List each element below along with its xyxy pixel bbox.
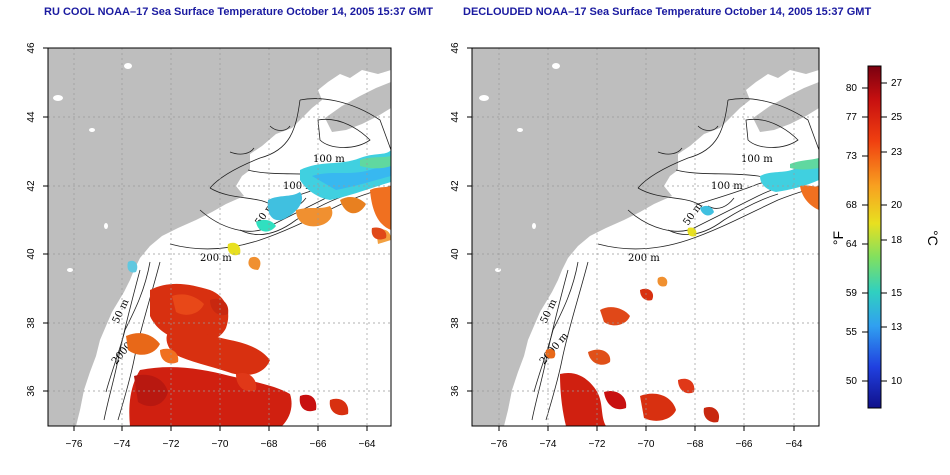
contour-label-200m: 200 m bbox=[628, 253, 660, 264]
colorbar: 80 77 73 68 64 59 55 50 27 25 23 20 18 1… bbox=[830, 65, 941, 409]
colorbar-gradient bbox=[867, 65, 882, 409]
lake bbox=[53, 95, 63, 101]
y-tick-label: 40 bbox=[450, 248, 461, 260]
celsius-tick: 10 bbox=[891, 376, 903, 387]
land-nova-scotia bbox=[325, 82, 391, 132]
x-tick-label: −68 bbox=[687, 439, 704, 450]
celsius-tick: 25 bbox=[891, 112, 903, 123]
x-tick-label: −74 bbox=[114, 439, 131, 450]
grid-lines bbox=[472, 48, 819, 426]
colorbar-ticks bbox=[862, 82, 887, 382]
lake bbox=[104, 223, 108, 229]
x-tick-label: −70 bbox=[638, 439, 655, 450]
map-panel-left: 100 m 100 m 50 m 200 m 50 m 2000 m bbox=[26, 42, 392, 450]
x-tick-label: −64 bbox=[359, 439, 376, 450]
x-tick-label: −72 bbox=[163, 439, 180, 450]
fahrenheit-tick: 64 bbox=[846, 239, 858, 250]
lake bbox=[517, 128, 523, 132]
fahrenheit-unit-label: °F bbox=[830, 231, 846, 245]
x-tick-labels: −76 −74 −72 −70 −68 −66 −64 bbox=[491, 439, 803, 450]
y-tick-label: 42 bbox=[450, 180, 461, 192]
map-panel-right: 100 m 100 m 50 m 200 m 50 m 2000 m bbox=[450, 42, 820, 450]
panel-title-right: DECLOUDED NOAA–17 Sea Surface Temperatur… bbox=[463, 6, 872, 18]
celsius-tick: 23 bbox=[891, 147, 903, 158]
land-mass bbox=[48, 48, 391, 426]
y-tick-label: 44 bbox=[450, 111, 461, 123]
celsius-unit-label: °C bbox=[925, 230, 941, 246]
fahrenheit-tick: 68 bbox=[846, 200, 858, 211]
lake bbox=[495, 268, 501, 272]
x-tick-label: −76 bbox=[66, 439, 83, 450]
x-tick-label: −64 bbox=[786, 439, 803, 450]
y-tick-label: 46 bbox=[450, 42, 461, 54]
axis-ticks bbox=[467, 47, 795, 431]
grid-lines bbox=[48, 48, 391, 426]
fahrenheit-tick: 77 bbox=[846, 112, 858, 123]
celsius-tick: 13 bbox=[891, 322, 903, 333]
fahrenheit-tick: 59 bbox=[846, 288, 858, 299]
x-tick-label: −70 bbox=[212, 439, 229, 450]
celsius-tick: 15 bbox=[891, 288, 903, 299]
y-tick-label: 40 bbox=[26, 248, 37, 260]
contour-label-100m: 100 m bbox=[711, 181, 743, 192]
contour-label-200m: 200 m bbox=[200, 253, 232, 264]
contour-label-100m: 100 m bbox=[313, 154, 345, 165]
sst-patches bbox=[126, 150, 391, 426]
y-tick-label: 38 bbox=[26, 317, 37, 329]
y-tick-label: 36 bbox=[450, 385, 461, 397]
celsius-tick: 20 bbox=[891, 200, 903, 211]
lake bbox=[89, 128, 95, 132]
y-tick-label: 36 bbox=[26, 385, 37, 397]
x-tick-label: −68 bbox=[261, 439, 278, 450]
fahrenheit-tick: 55 bbox=[846, 327, 858, 338]
contour-label-100m: 100 m bbox=[283, 181, 315, 192]
fahrenheit-tick: 50 bbox=[846, 376, 858, 387]
fahrenheit-tick: 80 bbox=[846, 83, 858, 94]
lake bbox=[479, 95, 489, 101]
x-tick-label: −76 bbox=[491, 439, 508, 450]
lake bbox=[532, 223, 536, 229]
fahrenheit-tick: 73 bbox=[846, 151, 858, 162]
y-tick-label: 44 bbox=[26, 111, 37, 123]
lake bbox=[67, 268, 73, 272]
celsius-tick-labels: 27 25 23 20 18 15 13 10 bbox=[891, 78, 903, 387]
fahrenheit-tick-labels: 80 77 73 68 64 59 55 50 bbox=[846, 83, 858, 387]
x-tick-label: −74 bbox=[540, 439, 557, 450]
axis-ticks bbox=[43, 47, 368, 431]
sst-patches bbox=[545, 158, 819, 426]
contour-label-100m: 100 m bbox=[741, 154, 773, 165]
celsius-tick: 18 bbox=[891, 235, 903, 246]
y-tick-label: 42 bbox=[26, 180, 37, 192]
x-tick-label: −66 bbox=[310, 439, 327, 450]
celsius-tick: 27 bbox=[891, 78, 903, 89]
y-tick-labels: 46 44 42 40 38 36 bbox=[450, 42, 461, 397]
land-nova-scotia bbox=[753, 82, 819, 132]
x-tick-label: −72 bbox=[589, 439, 606, 450]
x-tick-label: −66 bbox=[736, 439, 753, 450]
lake bbox=[552, 63, 560, 69]
panel-title-left: RU COOL NOAA–17 Sea Surface Temperature … bbox=[44, 6, 434, 18]
lake bbox=[124, 63, 132, 69]
y-tick-label: 46 bbox=[26, 42, 37, 54]
land-mass bbox=[472, 48, 819, 426]
y-tick-labels: 46 44 42 40 38 36 bbox=[26, 42, 37, 397]
y-tick-label: 38 bbox=[450, 317, 461, 329]
x-tick-labels: −76 −74 −72 −70 −68 −66 −64 bbox=[66, 439, 376, 450]
